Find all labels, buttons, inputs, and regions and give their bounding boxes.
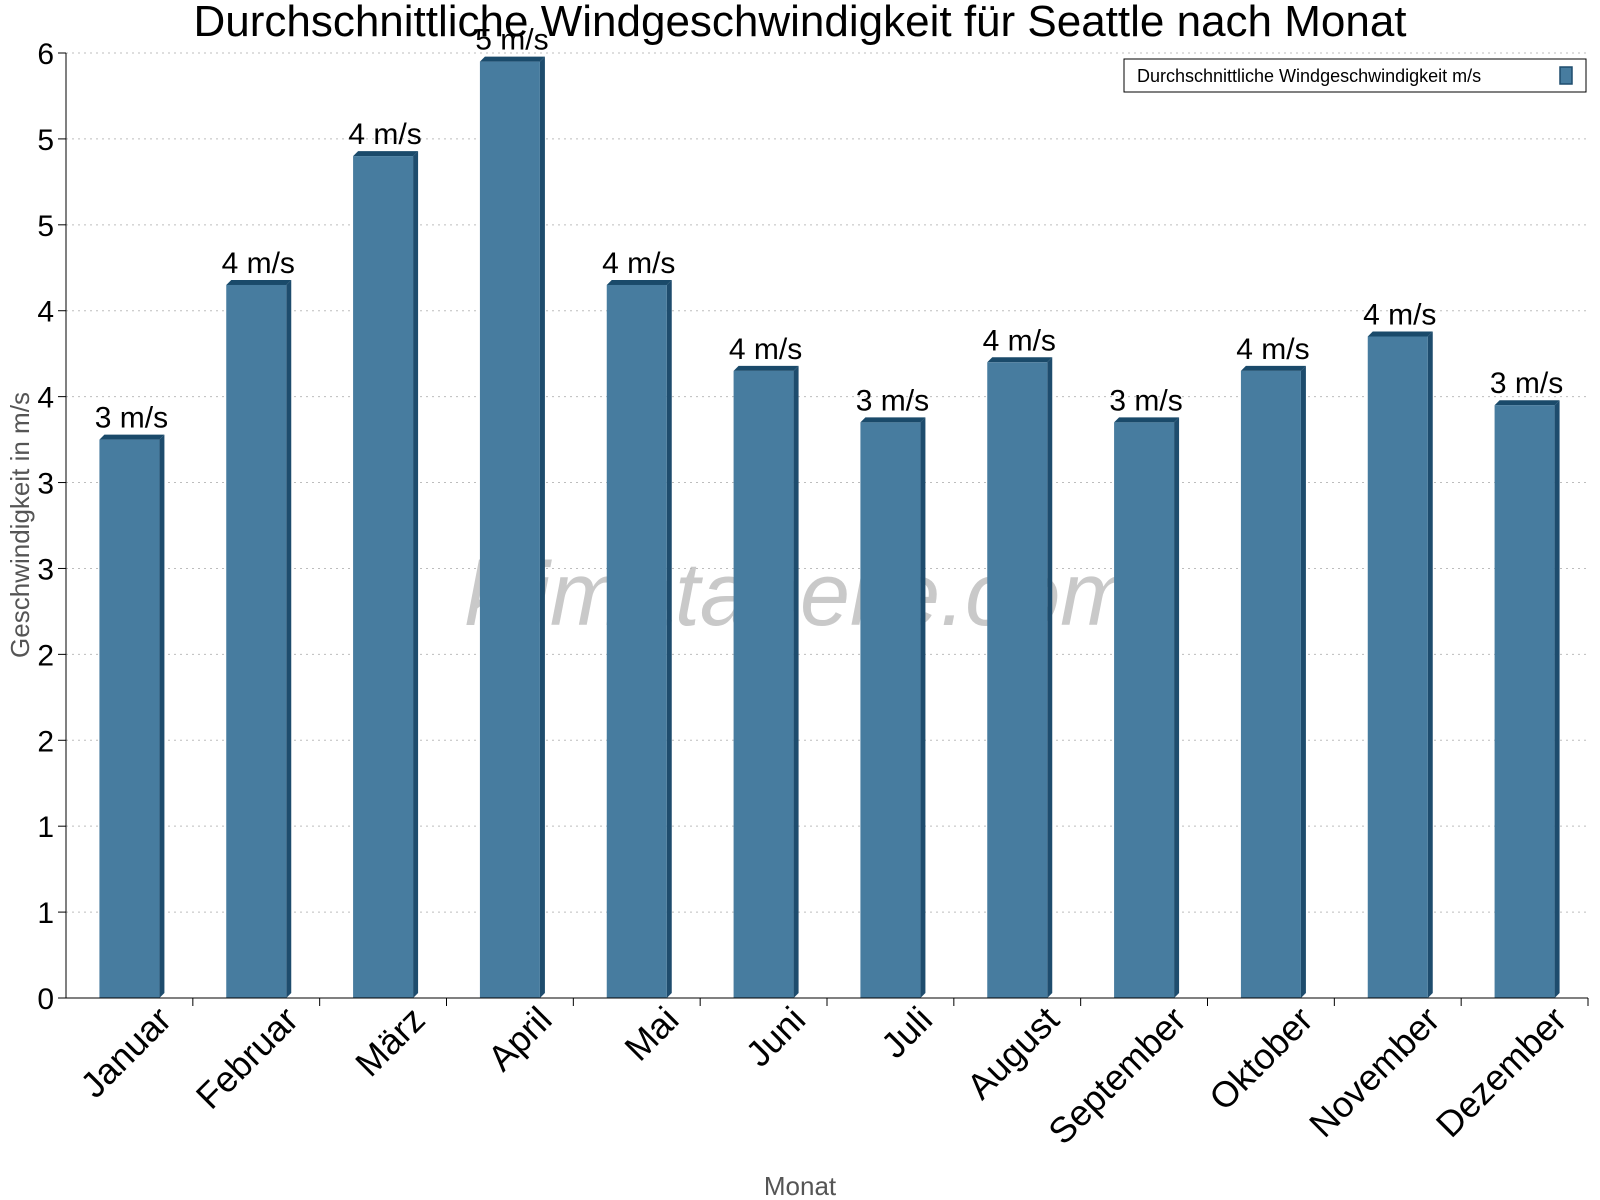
bar-data-label: 5 m/s: [475, 24, 548, 57]
bar: [99, 434, 165, 998]
bar-data-label: 4 m/s: [983, 324, 1056, 357]
bar-data-label: 3 m/s: [1109, 384, 1182, 417]
y-tick-label: 3: [37, 468, 54, 501]
bar: [987, 357, 1053, 999]
bar-top: [479, 56, 545, 62]
bar-front: [99, 439, 160, 998]
bar-front: [1240, 370, 1301, 998]
bar-side: [920, 417, 926, 999]
bar-side: [1174, 417, 1180, 999]
bar-top: [1494, 400, 1560, 406]
bar-front: [860, 422, 921, 999]
bar-front: [1494, 405, 1555, 998]
legend-label: Durchschnittliche Windgeschwindigkeit m/…: [1137, 66, 1481, 86]
y-axis-title: Geschwindigkeit in m/s: [5, 392, 35, 658]
y-tick-label: 0: [37, 983, 54, 1016]
grid-lines: [66, 52, 1588, 913]
bar-top: [987, 357, 1053, 363]
bar-data-label: 3 m/s: [856, 384, 929, 417]
bar: [606, 279, 672, 998]
bar-front: [1367, 336, 1428, 998]
x-tick-labels: Januar Februar März April Mai Juni Juli AugustS…: [72, 999, 1574, 1153]
y-tick-label: 1: [37, 811, 54, 844]
x-tick-label: August: [959, 999, 1067, 1107]
bar: [733, 365, 799, 998]
bar-data-label: 3 m/s: [1490, 367, 1563, 400]
bar-top: [606, 279, 672, 285]
y-tick-label: 6: [37, 38, 54, 71]
bar-side: [413, 151, 419, 998]
x-tick-label: März: [347, 999, 433, 1085]
bars-group: 3 m/s 4 m/s 4 m/s 5 m/s 4 m/s 4 m/s 3 m/s 4 m/s…: [95, 24, 1563, 999]
bar-data-label: 4 m/s: [602, 247, 675, 280]
bar-side: [539, 56, 545, 999]
x-tick-label: Dezember: [1428, 999, 1574, 1145]
bar-side: [1554, 400, 1560, 998]
x-tick-label: April: [480, 999, 560, 1079]
y-tick-label: 2: [37, 725, 54, 758]
bar-top: [1114, 417, 1180, 423]
bar-data-label: 4 m/s: [1236, 333, 1309, 366]
bar: [1494, 400, 1560, 998]
y-tick-label: 2: [37, 639, 54, 672]
bar-top: [1240, 365, 1306, 371]
x-tick-label: September: [1040, 999, 1194, 1153]
bar-side: [1427, 331, 1433, 998]
bar: [479, 56, 545, 999]
bar-side: [1300, 365, 1306, 998]
bar-side: [286, 279, 292, 998]
bar-side: [793, 365, 799, 998]
chart-title: Durchschnittliche Windgeschwindigkeit fü…: [193, 0, 1406, 46]
bar-top: [99, 434, 165, 440]
bar: [226, 279, 292, 998]
y-tick-label: 4: [37, 296, 54, 329]
bar-data-label: 4 m/s: [1363, 299, 1436, 332]
bar-top: [860, 417, 926, 423]
bar-front: [733, 370, 794, 998]
bar-front: [226, 284, 287, 998]
bar: [1240, 365, 1306, 998]
bar-side: [666, 279, 672, 998]
y-tick-labels: 0 1 1 2 2 3 3 4 4 5 5 6: [37, 38, 54, 1016]
x-tick-label: Januar: [72, 999, 179, 1106]
bar-top: [1367, 331, 1433, 337]
bar-front: [1114, 422, 1175, 999]
bar-side: [1047, 357, 1053, 999]
bar: [1114, 417, 1180, 999]
bar: [353, 151, 419, 998]
bar-front: [606, 284, 667, 998]
bar-data-label: 4 m/s: [729, 333, 802, 366]
legend-box: [1123, 58, 1587, 93]
x-tick-label: Juni: [738, 999, 814, 1075]
bar-data-label: 4 m/s: [348, 118, 421, 151]
bar-top: [353, 151, 419, 157]
bar-front: [353, 156, 414, 998]
x-tick-label: Mai: [616, 999, 686, 1069]
bar: [860, 417, 926, 999]
y-tick-label: 5: [37, 210, 54, 243]
y-tick-label: 1: [37, 897, 54, 930]
bar-data-label: 4 m/s: [222, 247, 295, 280]
x-tick-label: November: [1301, 999, 1447, 1145]
bar-data-label: 3 m/s: [95, 402, 168, 435]
bar-top: [226, 279, 292, 285]
bar-top: [733, 365, 799, 371]
x-axis-title: Monat: [764, 1171, 837, 1200]
bar-front: [987, 362, 1048, 999]
y-tick-label: 4: [37, 382, 54, 415]
x-tick-label: Februar: [188, 999, 306, 1117]
legend-swatch: [1559, 66, 1573, 85]
x-tick-label: Juli: [873, 999, 940, 1066]
y-tick-label: 5: [37, 124, 54, 157]
axes: [58, 52, 1589, 1006]
legend: Durchschnittliche Windgeschwindigkeit m/…: [1123, 58, 1587, 93]
bar-side: [159, 434, 165, 998]
x-tick-label: Oktober: [1201, 999, 1321, 1119]
bar: [1367, 331, 1433, 998]
y-tick-label: 3: [37, 553, 54, 586]
bar-front: [479, 61, 540, 999]
